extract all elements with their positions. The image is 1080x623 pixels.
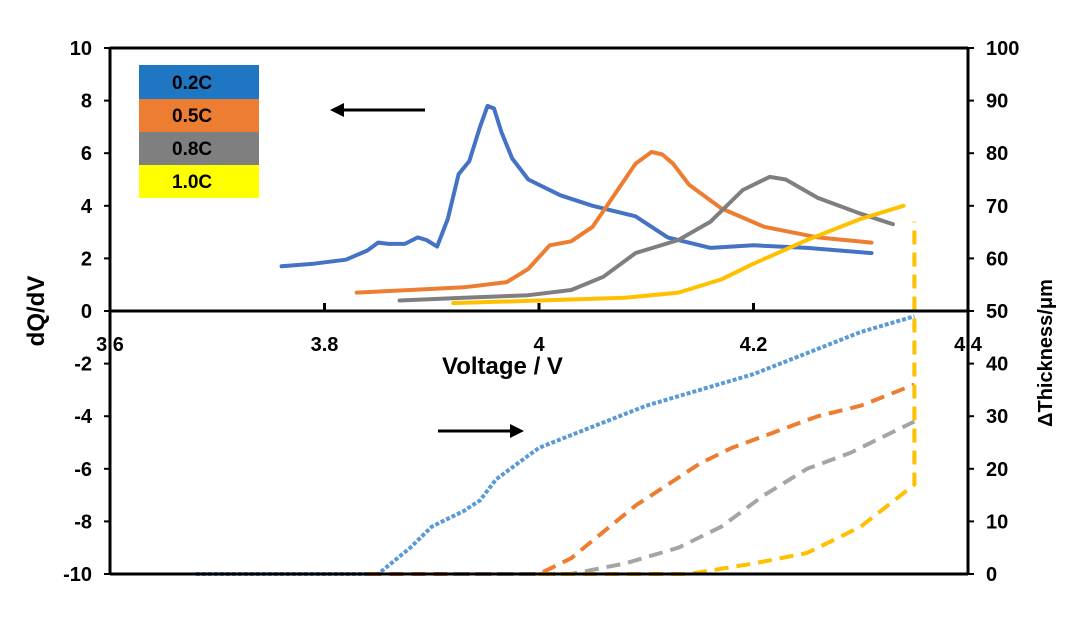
series-layer	[195, 103, 917, 576]
x-tick-label: 3.6	[96, 334, 124, 356]
legend-swatch-2	[139, 132, 259, 165]
y2-tick-label: 80	[986, 143, 1008, 165]
y2-tick-label: 30	[986, 406, 1008, 428]
y2-axis-title: ΔThickness/μm	[1035, 279, 1057, 427]
series-line-3	[451, 203, 906, 306]
y2-tick-label: 40	[986, 354, 1008, 376]
series-line-6	[453, 419, 916, 576]
y-tick-label: 2	[81, 248, 92, 270]
left-arrow-head	[330, 103, 344, 117]
series-line-1	[354, 149, 874, 295]
series-line-2	[397, 174, 895, 303]
legend: 0.2C 0.5C 0.8C 1.0C	[139, 65, 259, 198]
y-tick-label: 10	[70, 38, 92, 60]
y2-tick-label: 90	[986, 91, 1008, 113]
legend-label-2: 0.8C	[172, 139, 212, 160]
y2-tick-label: 0	[986, 564, 997, 586]
y-tick-label: -2	[74, 354, 92, 376]
y-tick-label: -6	[74, 459, 92, 481]
y2-tick-label: 100	[986, 38, 1019, 60]
legend-label-0: 0.2C	[172, 73, 212, 94]
y2-tick-label: 70	[986, 196, 1008, 218]
legend-label-1: 0.5C	[172, 106, 212, 127]
left-arrow-annotation	[330, 103, 425, 117]
legend-swatch-0	[139, 65, 259, 99]
x-tick-label: 4.2	[740, 334, 768, 356]
y-tick-label: 0	[81, 301, 92, 323]
y-tick-label: -4	[74, 406, 93, 428]
y-tick-label: 6	[81, 143, 92, 165]
x-tick-label: 4	[533, 334, 545, 356]
y-axis-title: dQ/dV	[23, 276, 50, 347]
y2-tick-label: 60	[986, 248, 1008, 270]
right-arrow-annotation	[438, 424, 524, 438]
legend-swatch-3	[139, 165, 259, 198]
legend-swatch-1	[139, 99, 259, 132]
x-tick-label: 4.4	[954, 334, 983, 356]
series-line-7	[539, 221, 917, 576]
series-line-4	[195, 314, 915, 576]
x-tick-label: 3.8	[311, 334, 339, 356]
series-line-0	[279, 103, 874, 269]
y-tick-label: -8	[74, 511, 92, 533]
axes-layer: 1086420-2-4-6-8-101009080706050403020100…	[63, 38, 1019, 586]
right-arrow-head	[510, 424, 524, 438]
y2-tick-label: 20	[986, 459, 1008, 481]
x-axis-title: Voltage / V	[442, 353, 563, 380]
y2-tick-label: 10	[986, 511, 1008, 533]
y-tick-label: -10	[63, 564, 92, 586]
y2-tick-label: 50	[986, 301, 1008, 323]
y-tick-label: 8	[81, 91, 92, 113]
y-tick-label: 4	[81, 196, 93, 218]
legend-label-3: 1.0C	[172, 172, 212, 193]
series-line-5	[367, 382, 916, 576]
